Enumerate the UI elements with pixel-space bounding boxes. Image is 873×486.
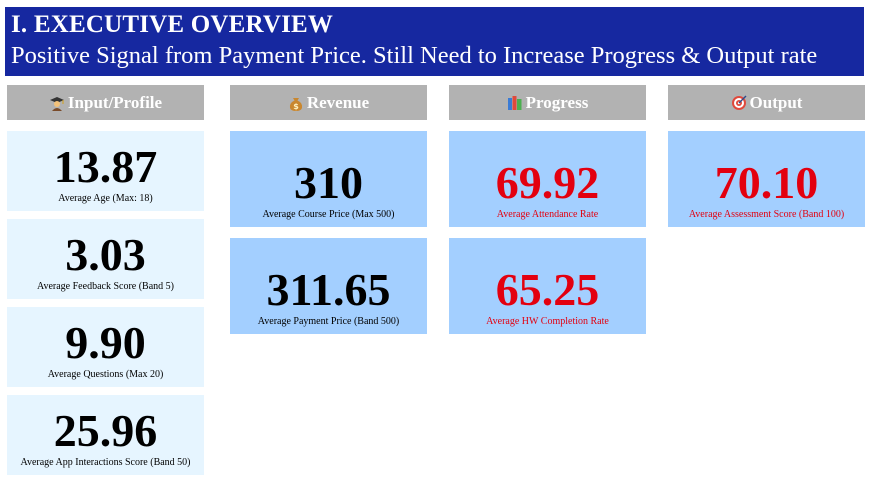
page-title: I. EXECUTIVE OVERVIEW xyxy=(11,11,334,38)
kpi-value: 9.90 xyxy=(65,317,146,368)
kpi-label: Average Course Price (Max 500) xyxy=(262,209,395,220)
kpi-label: Average Age (Max: 18) xyxy=(58,193,153,204)
kpi-card-attendance-rate: 69.92 Average Attendance Rate xyxy=(449,131,646,227)
kpi-label: Average Payment Price (Band 500) xyxy=(257,316,400,327)
money-bag-icon: $ xyxy=(288,95,304,111)
output-header: Output xyxy=(668,85,865,120)
input-profile-header-label: Input/Profile xyxy=(67,92,163,112)
kpi-card-assessment-score: 70.10 Average Assessment Score (Band 100… xyxy=(668,131,865,227)
kpi-value: 310 xyxy=(294,157,363,208)
kpi-label: Average HW Completion Rate xyxy=(486,316,609,327)
progress-header-label: Progress xyxy=(525,92,589,112)
progress-header: Progress xyxy=(449,85,646,120)
kpi-value: 70.10 xyxy=(714,157,819,208)
kpi-value: 65.25 xyxy=(495,264,600,315)
overview-banner: I. EXECUTIVE OVERVIEW Positive Signal fr… xyxy=(5,7,864,76)
kpi-label: Average Attendance Rate xyxy=(496,209,599,220)
kpi-label: Average Questions (Max 20) xyxy=(47,369,164,380)
kpi-card-app-interactions: 25.96 Average App Interactions Score (Ba… xyxy=(7,395,204,475)
kpi-card-average-age: 13.87 Average Age (Max: 18) xyxy=(7,131,204,211)
kpi-card-feedback-score: 3.03 Average Feedback Score (Band 5) xyxy=(7,219,204,299)
kpi-value: 25.96 xyxy=(53,405,158,456)
books-icon xyxy=(507,95,523,111)
svg-text:$: $ xyxy=(293,102,299,111)
kpi-card-hw-completion-rate: 65.25 Average HW Completion Rate xyxy=(449,238,646,334)
kpi-label: Average Feedback Score (Band 5) xyxy=(37,281,174,292)
kpi-value: 3.03 xyxy=(65,229,146,280)
kpi-card-questions: 9.90 Average Questions (Max 20) xyxy=(7,307,204,387)
target-icon xyxy=(731,95,747,111)
page-subtitle: Positive Signal from Payment Price. Stil… xyxy=(11,42,818,69)
kpi-label: Average Assessment Score (Band 100) xyxy=(688,209,845,220)
kpi-value: 311.65 xyxy=(266,264,391,315)
revenue-header-label: Revenue xyxy=(306,92,370,112)
kpi-value: 13.87 xyxy=(53,141,158,192)
revenue-header: $ Revenue xyxy=(230,85,427,120)
kpi-value: 69.92 xyxy=(495,157,600,208)
kpi-card-payment-price: 311.65 Average Payment Price (Band 500) xyxy=(230,238,427,334)
output-header-label: Output xyxy=(749,92,803,112)
kpi-card-course-price: 310 Average Course Price (Max 500) xyxy=(230,131,427,227)
student-icon xyxy=(49,95,65,111)
input-profile-header: Input/Profile xyxy=(7,85,204,120)
kpi-label: Average App Interactions Score (Band 50) xyxy=(20,457,191,468)
